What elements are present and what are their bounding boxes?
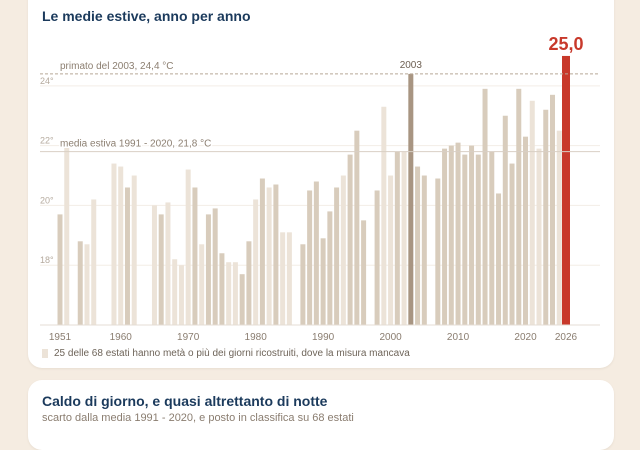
bar-2016 xyxy=(496,193,502,325)
legend-text: 25 delle 68 estati hanno metà o più dei … xyxy=(54,348,410,359)
bar-2026 xyxy=(562,55,570,326)
x-tick-label: 1990 xyxy=(312,332,335,343)
bar-2000 xyxy=(388,175,394,325)
bar-1982 xyxy=(266,187,272,325)
bar-1952 xyxy=(64,145,70,325)
second-chart-card: Caldo di giorno, e quasi altrettanto di … xyxy=(28,380,614,450)
bar-1962 xyxy=(131,175,137,325)
bar-1985 xyxy=(286,232,292,325)
y-tick-label: 24° xyxy=(40,76,54,86)
bar-1951 xyxy=(57,214,63,325)
bar-1979 xyxy=(246,241,252,325)
bar-2025 xyxy=(556,130,562,325)
bar-1976 xyxy=(226,262,232,325)
legend: 25 delle 68 estati hanno metà o più dei … xyxy=(42,348,410,359)
bar-2018 xyxy=(509,163,515,325)
bar-1966 xyxy=(158,214,164,325)
y-tick-label: 18° xyxy=(40,255,54,265)
chart-title: Le medie estive, anno per anno xyxy=(42,8,251,24)
x-tick-label: 2020 xyxy=(514,332,537,343)
second-chart-subtitle: scarto dalla media 1991 - 2020, e posto … xyxy=(42,412,354,424)
bar-2022 xyxy=(536,148,542,325)
bar-1994 xyxy=(347,154,353,325)
bar-2003 xyxy=(408,73,414,325)
bar-1983 xyxy=(273,184,279,325)
legend-swatch-reconstructed xyxy=(42,349,48,358)
bar-2024 xyxy=(550,94,556,326)
x-tick-label: 2026 xyxy=(555,332,578,343)
bar-1988 xyxy=(307,190,313,325)
bar-2002 xyxy=(401,151,407,325)
record-line-label: primato del 2003, 24,4 °C xyxy=(60,61,174,72)
bar-1959 xyxy=(111,163,117,325)
x-tick-label: 1951 xyxy=(49,332,72,343)
bar-2012 xyxy=(469,145,475,325)
bar-1989 xyxy=(313,181,319,325)
x-tick-label: 2000 xyxy=(379,332,402,343)
label-2025-value: 25,0 xyxy=(548,34,583,54)
bar-1969 xyxy=(178,265,184,325)
bar-1971 xyxy=(192,187,198,325)
bar-1990 xyxy=(320,238,326,325)
bar-1992 xyxy=(334,187,340,325)
bar-2001 xyxy=(394,151,400,325)
bar-2017 xyxy=(502,115,508,325)
bar-1954 xyxy=(77,241,83,325)
bar-1973 xyxy=(205,214,211,325)
bar-1991 xyxy=(327,211,333,325)
bar-1993 xyxy=(340,175,346,325)
bar-2015 xyxy=(489,151,495,325)
bar-1980 xyxy=(253,199,259,325)
chart-card: Le medie estive, anno per anno 18° 20° 22°… xyxy=(28,0,614,368)
bar-chart: 18° 20° 22° 24° primato del 2003, 24,4 °C med… xyxy=(40,34,600,343)
x-tick-label: 1970 xyxy=(177,332,200,343)
bar-1975 xyxy=(219,253,225,325)
bar-1965 xyxy=(151,205,157,325)
bar-1968 xyxy=(172,259,178,325)
bar-2021 xyxy=(529,100,535,325)
bar-2019 xyxy=(516,88,522,326)
bar-1995 xyxy=(354,130,360,325)
bar-1974 xyxy=(212,208,218,325)
bar-1996 xyxy=(361,220,367,325)
bar-2020 xyxy=(523,136,529,325)
bar-2004 xyxy=(415,166,421,325)
bar-1987 xyxy=(300,244,306,325)
bar-2005 xyxy=(421,175,427,325)
bar-1998 xyxy=(374,190,380,325)
bar-2009 xyxy=(448,145,454,325)
x-tick-label: 1960 xyxy=(110,332,133,343)
bar-2011 xyxy=(462,154,468,325)
x-tick-label: 1980 xyxy=(245,332,268,343)
second-chart-title: Caldo di giorno, e quasi altrettanto di … xyxy=(42,393,328,409)
bar-1961 xyxy=(124,187,130,325)
bar-1955 xyxy=(84,244,90,325)
bar-2008 xyxy=(442,148,448,325)
bar-2014 xyxy=(482,88,488,326)
bar-2010 xyxy=(455,142,461,325)
bar-1970 xyxy=(185,169,191,325)
bar-1956 xyxy=(91,199,97,325)
bar-1984 xyxy=(280,232,286,325)
x-tick-label: 2010 xyxy=(447,332,470,343)
bar-1972 xyxy=(199,244,205,325)
bar-1967 xyxy=(165,202,171,325)
bar-1981 xyxy=(259,178,265,325)
bar-1999 xyxy=(381,106,387,325)
bar-2007 xyxy=(435,178,441,325)
y-tick-label: 22° xyxy=(40,136,54,146)
bar-2023 xyxy=(543,109,549,325)
label-2003: 2003 xyxy=(400,60,423,71)
bar-1977 xyxy=(232,262,238,325)
bar-1978 xyxy=(239,274,245,325)
average-line-label: media estiva 1991 - 2020, 21,8 °C xyxy=(60,139,211,150)
bar-1960 xyxy=(118,166,124,325)
bar-2013 xyxy=(475,154,481,325)
y-tick-label: 20° xyxy=(40,195,54,205)
